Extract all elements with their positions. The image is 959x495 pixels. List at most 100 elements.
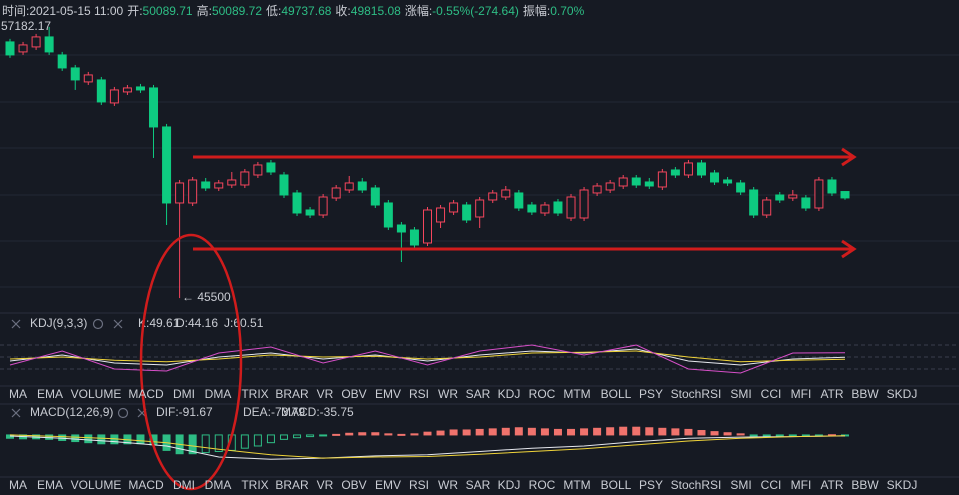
histogram-bar: [619, 426, 628, 436]
indicator-tab[interactable]: BBW: [851, 478, 879, 492]
histogram-bar: [84, 434, 93, 444]
indicator-tab[interactable]: StochRSI: [671, 387, 722, 401]
indicator-tab[interactable]: SMI: [730, 387, 751, 401]
candle-body: [527, 204, 537, 213]
histogram-bar: [214, 434, 223, 452]
header-label: 开:: [127, 4, 143, 18]
candle-body: [344, 182, 354, 191]
candle-body: [436, 207, 446, 223]
indicator-tab[interactable]: SAR: [466, 387, 491, 401]
candle-body: [475, 199, 485, 218]
indicator-tab[interactable]: DMA: [205, 387, 232, 401]
indicator-tab[interactable]: BRAR: [275, 478, 309, 492]
legend-label: DIF:-91.67: [156, 405, 213, 419]
indicator-tab[interactable]: SMI: [730, 478, 751, 492]
indicator-tab[interactable]: TRIX: [241, 387, 268, 401]
indicator-tab[interactable]: SKDJ: [887, 478, 918, 492]
candle-body: [736, 182, 746, 193]
indicator-tab[interactable]: SAR: [466, 478, 491, 492]
histogram-bar: [240, 434, 249, 449]
indicator-tab[interactable]: DMI: [173, 478, 195, 492]
legend-label: D:44.16: [176, 316, 218, 330]
histogram-bar: [671, 428, 680, 436]
indicator-tab[interactable]: MA: [9, 478, 27, 492]
candle-body: [553, 201, 563, 214]
header-label: 时间:2021-05-15 11:00: [2, 4, 124, 18]
indicator-tab[interactable]: EMA: [37, 387, 63, 401]
candle-body: [605, 182, 615, 191]
candle-body: [409, 229, 419, 246]
indicator-line: [9, 348, 846, 366]
indicator-line: [9, 434, 846, 459]
indicator-tab[interactable]: ROC: [529, 478, 556, 492]
indicator-tab[interactable]: SKDJ: [887, 387, 918, 401]
indicator-tab[interactable]: PSY: [639, 387, 663, 401]
indicator-tab[interactable]: WR: [438, 478, 458, 492]
indicator-line: [9, 350, 846, 363]
indicator-tab[interactable]: VR: [317, 478, 334, 492]
candle-body: [188, 179, 198, 204]
indicator-tab[interactable]: EMA: [37, 478, 63, 492]
indicator-tab[interactable]: BOLL: [601, 387, 632, 401]
histogram-bar: [410, 433, 419, 436]
indicator-tab[interactable]: VOLUME: [71, 478, 122, 492]
histogram-bar: [384, 433, 393, 436]
indicator-tab[interactable]: BRAR: [275, 387, 309, 401]
candle-body: [122, 87, 132, 93]
legend-label: DEA:-73.79: [243, 405, 305, 419]
candle-body: [318, 196, 328, 216]
indicator-tab[interactable]: MTM: [563, 478, 590, 492]
histogram-bar: [658, 427, 667, 436]
indicator-tab[interactable]: ATR: [820, 387, 843, 401]
indicator-tab[interactable]: PSY: [639, 478, 663, 492]
indicator-tab[interactable]: VR: [317, 387, 334, 401]
indicator-tab[interactable]: EMV: [375, 478, 401, 492]
candle-body: [631, 177, 641, 186]
indicator-tab[interactable]: MFI: [791, 387, 812, 401]
candle-body: [109, 89, 119, 104]
candle-body: [18, 44, 28, 53]
histogram-bar: [736, 433, 745, 436]
indicator-tab[interactable]: OBV: [341, 387, 366, 401]
candle-body: [775, 194, 785, 201]
histogram-bar: [788, 434, 797, 437]
panel-title: MACD(12,26,9): [30, 405, 113, 419]
indicator-tab[interactable]: OBV: [341, 478, 366, 492]
histogram-bar: [436, 430, 445, 436]
indicator-tab[interactable]: MA: [9, 387, 27, 401]
candle-body: [279, 174, 289, 196]
indicator-tab[interactable]: DMA: [205, 478, 232, 492]
indicator-tab[interactable]: CCI: [761, 478, 782, 492]
candle-body: [423, 209, 432, 244]
indicator-tab[interactable]: MTM: [563, 387, 590, 401]
indicator-tab[interactable]: MFI: [791, 478, 812, 492]
candle-body: [57, 54, 67, 69]
histogram-bar: [201, 434, 210, 454]
candle-body: [227, 179, 237, 186]
candle-body: [396, 224, 406, 233]
indicator-tab[interactable]: RSI: [409, 387, 429, 401]
indicator-tab[interactable]: ROC: [529, 387, 556, 401]
indicator-tab[interactable]: MACD: [128, 387, 164, 401]
header-value: 0.70%: [550, 4, 585, 18]
indicator-tab[interactable]: BOLL: [601, 478, 632, 492]
indicator-tab[interactable]: BBW: [851, 387, 879, 401]
candle-body: [44, 36, 54, 53]
indicator-tab[interactable]: EMV: [375, 387, 401, 401]
plot: 57182.17 ← 45500 KDJ(9,3,3) K:49.61D:44.16 J…: [0, 19, 959, 460]
indicator-tab[interactable]: TRIX: [241, 478, 268, 492]
indicator-tab[interactable]: CCI: [761, 387, 782, 401]
indicator-tab[interactable]: KDJ: [498, 478, 521, 492]
candle-body: [514, 192, 524, 209]
indicator-tab[interactable]: DMI: [173, 387, 195, 401]
candle-body: [70, 67, 80, 81]
indicator-tab[interactable]: RSI: [409, 478, 429, 492]
indicator-tab[interactable]: KDJ: [498, 387, 521, 401]
indicator-tab[interactable]: MACD: [128, 478, 164, 492]
indicator-tab[interactable]: WR: [438, 387, 458, 401]
indicator-tab[interactable]: ATR: [820, 478, 843, 492]
indicator-tab[interactable]: VOLUME: [71, 387, 122, 401]
indicator-tab[interactable]: StochRSI: [671, 478, 722, 492]
candle-body: [592, 185, 602, 194]
